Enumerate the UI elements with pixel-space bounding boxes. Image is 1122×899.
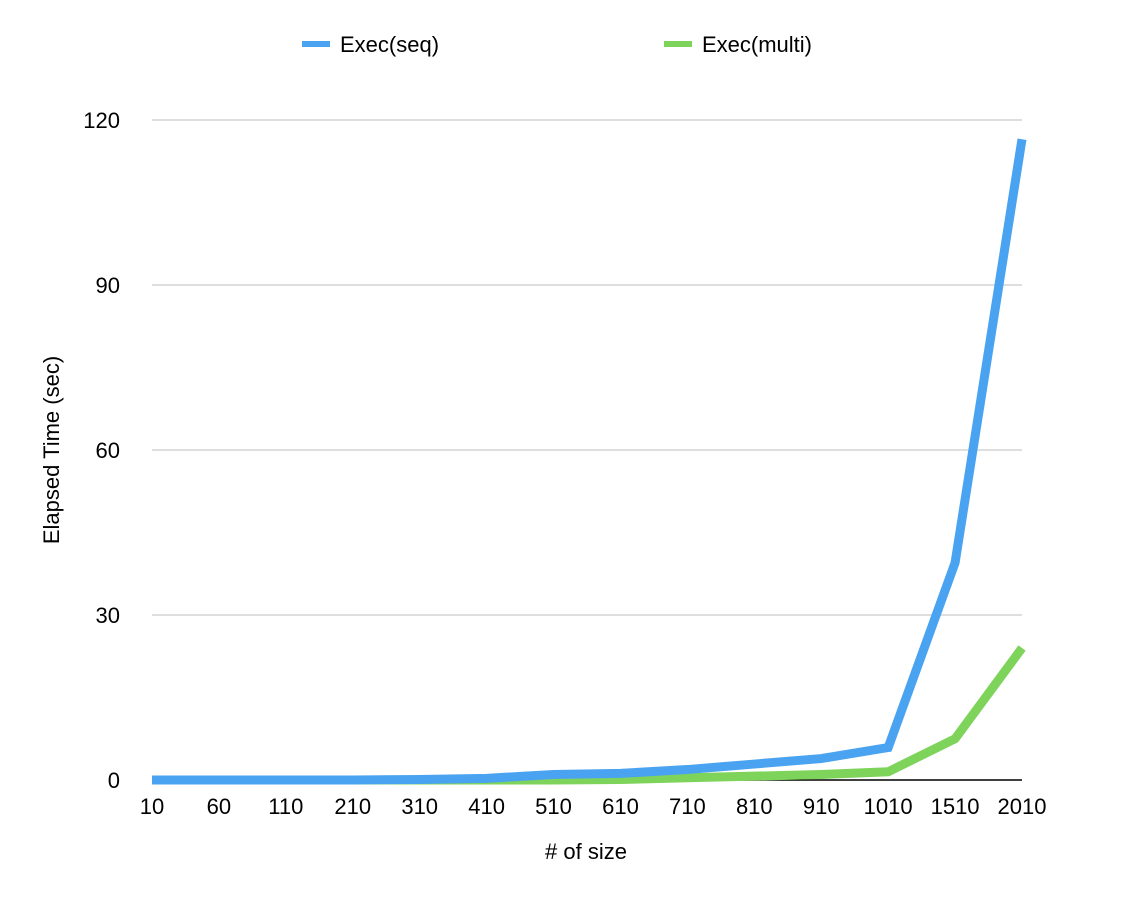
legend: Exec(seq) Exec(multi) — [302, 32, 812, 57]
y-axis-title: Elapsed Time (sec) — [39, 356, 64, 544]
legend-label-exec-seq: Exec(seq) — [340, 32, 439, 57]
x-tick-label: 610 — [602, 794, 639, 819]
x-tick-label: 10 — [140, 794, 164, 819]
x-tick-label: 60 — [207, 794, 231, 819]
gridlines — [152, 119, 1022, 781]
y-tick-label: 90 — [96, 273, 120, 298]
x-axis-tick-labels: 10 60 110 210 310 410 510 610 710 810 910 1010 1510 2… — [140, 794, 1047, 819]
x-tick-label: 910 — [803, 794, 840, 819]
legend-label-exec-multi: Exec(multi) — [702, 32, 812, 57]
x-tick-label: 1010 — [864, 794, 913, 819]
x-axis-title: # of size — [545, 839, 627, 864]
y-axis-tick-labels: 0 30 60 90 120 — [83, 108, 120, 793]
x-tick-label: 510 — [535, 794, 572, 819]
x-tick-label: 410 — [468, 794, 505, 819]
x-tick-label: 1510 — [931, 794, 980, 819]
y-tick-label: 60 — [96, 438, 120, 463]
x-tick-label: 810 — [736, 794, 773, 819]
x-tick-label: 2010 — [998, 794, 1047, 819]
y-tick-label: 120 — [83, 108, 120, 133]
y-tick-label: 0 — [108, 768, 120, 793]
axes: 0 30 60 90 120 10 60 110 210 310 410 510 610 710 810 9… — [39, 108, 1046, 864]
series-line-exec-multi — [152, 645, 1026, 785]
legend-item-exec-multi: Exec(multi) — [664, 32, 812, 57]
legend-item-exec-seq: Exec(seq) — [302, 32, 439, 57]
x-tick-label: 110 — [268, 794, 303, 819]
x-tick-label: 310 — [401, 794, 438, 819]
x-tick-label: 210 — [334, 794, 371, 819]
series-line-exec-seq — [152, 138, 1027, 785]
series-lines — [152, 138, 1027, 785]
y-tick-label: 30 — [96, 603, 120, 628]
x-tick-label: 710 — [669, 794, 706, 819]
